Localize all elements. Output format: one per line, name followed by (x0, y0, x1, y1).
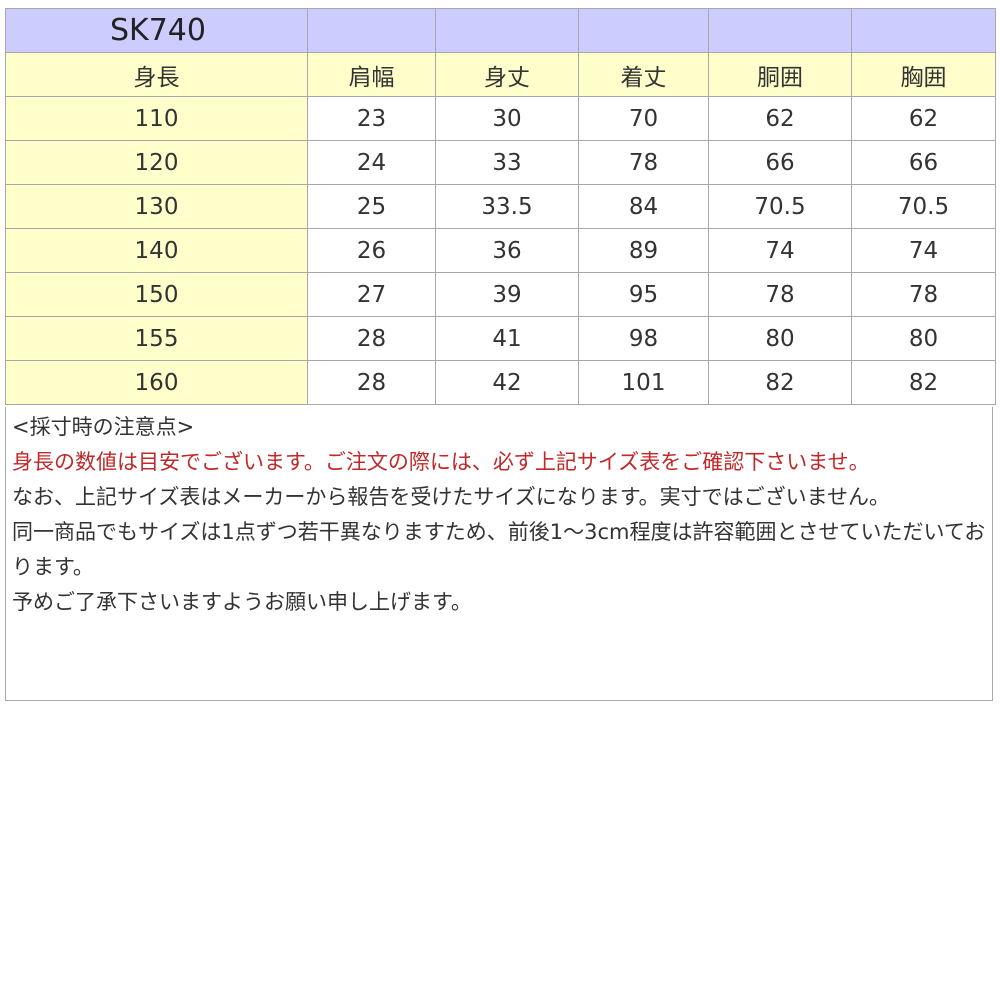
value-cell: 78 (851, 272, 996, 317)
notes-line: 同一商品でもサイズは1点ずつ若干異なりますため、前後1～3cm程度は許容範囲とさ… (12, 520, 986, 579)
table-row: 110 23 30 70 62 62 (5, 96, 996, 141)
value-cell: 28 (307, 360, 436, 405)
value-cell: 84 (578, 184, 709, 229)
notes-heading: <採寸時の注意点> (12, 415, 195, 439)
value-cell: 30 (435, 96, 579, 141)
value-cell: 26 (307, 228, 436, 273)
title-row: SK740 (5, 8, 996, 53)
table-row: 120 24 33 78 66 66 (5, 140, 996, 185)
column-header: 着丈 (578, 52, 709, 97)
table-row: 155 28 41 98 80 80 (5, 316, 996, 361)
value-cell: 28 (307, 316, 436, 361)
value-cell: 41 (435, 316, 579, 361)
title-cell (435, 8, 579, 53)
column-header: 身丈 (435, 52, 579, 97)
value-cell: 39 (435, 272, 579, 317)
column-header: 胸囲 (851, 52, 996, 97)
column-header: 肩幅 (307, 52, 436, 97)
value-cell: 101 (578, 360, 709, 405)
value-cell: 80 (851, 316, 996, 361)
size-table: SK740 身長 肩幅 身丈 着丈 胴囲 胸囲 110 23 30 70 62 62 120… (5, 8, 996, 405)
value-cell: 82 (708, 360, 852, 405)
value-cell: 66 (851, 140, 996, 185)
table-row: 160 28 42 101 82 82 (5, 360, 996, 405)
header-row: 身長 肩幅 身丈 着丈 胴囲 胸囲 (5, 52, 996, 97)
value-cell: 89 (578, 228, 709, 273)
value-cell: 70.5 (851, 184, 996, 229)
value-cell: 98 (578, 316, 709, 361)
height-cell: 130 (5, 184, 308, 229)
value-cell: 74 (708, 228, 852, 273)
height-cell: 155 (5, 316, 308, 361)
height-cell: 140 (5, 228, 308, 273)
value-cell: 33 (435, 140, 579, 185)
height-cell: 150 (5, 272, 308, 317)
value-cell: 62 (708, 96, 852, 141)
value-cell: 33.5 (435, 184, 579, 229)
title-cell (851, 8, 996, 53)
value-cell: 70.5 (708, 184, 852, 229)
value-cell: 25 (307, 184, 436, 229)
value-cell: 66 (708, 140, 852, 185)
height-cell: 110 (5, 96, 308, 141)
model-number: SK740 (5, 8, 308, 53)
value-cell: 74 (851, 228, 996, 273)
value-cell: 70 (578, 96, 709, 141)
table-row: 130 25 33.5 84 70.5 70.5 (5, 184, 996, 229)
height-cell: 120 (5, 140, 308, 185)
value-cell: 95 (578, 272, 709, 317)
value-cell: 80 (708, 316, 852, 361)
value-cell: 78 (708, 272, 852, 317)
title-cell (578, 8, 709, 53)
value-cell: 24 (307, 140, 436, 185)
notes-line: なお、上記サイズ表はメーカーから報告を受けたサイズになります。実寸ではございませ… (12, 485, 891, 509)
notes-line: 予めご了承下さいますようお願い申し上げます。 (12, 590, 472, 614)
height-cell: 160 (5, 360, 308, 405)
table-row: 150 27 39 95 78 78 (5, 272, 996, 317)
title-cell (708, 8, 852, 53)
value-cell: 62 (851, 96, 996, 141)
title-cell (307, 8, 436, 53)
value-cell: 42 (435, 360, 579, 405)
value-cell: 36 (435, 228, 579, 273)
table-row: 140 26 36 89 74 74 (5, 228, 996, 273)
column-header: 胴囲 (708, 52, 852, 97)
value-cell: 78 (578, 140, 709, 185)
column-header: 身長 (5, 52, 308, 97)
value-cell: 23 (307, 96, 436, 141)
value-cell: 27 (307, 272, 436, 317)
value-cell: 82 (851, 360, 996, 405)
notes-warning: 身長の数値は目安でございます。ご注文の際には、必ず上記サイズ表をご確認下さいませ… (12, 450, 870, 474)
measurement-notes: <採寸時の注意点> 身長の数値は目安でございます。ご注文の際には、必ず上記サイズ… (5, 407, 993, 701)
